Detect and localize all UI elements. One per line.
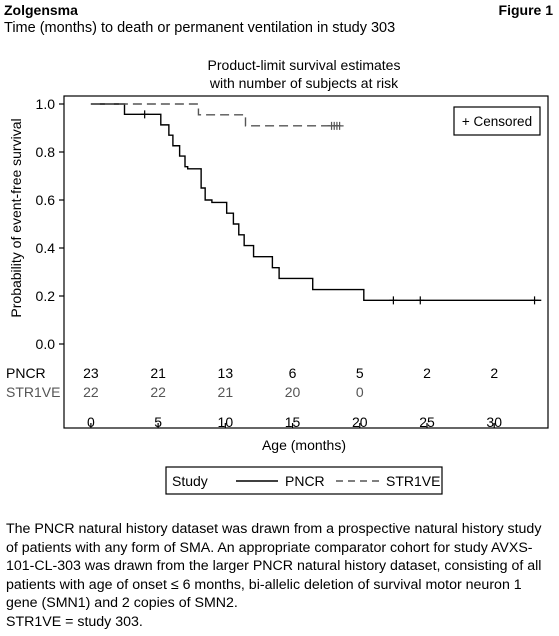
plot-frame — [63, 95, 549, 429]
at-risk-count: 20 — [285, 384, 301, 400]
censored-legend-box — [453, 106, 541, 136]
y-tick-label: 0.0 — [36, 336, 56, 352]
survival-chart: Product-limit survival estimates with nu… — [6, 57, 549, 495]
x-tick-label: 15 — [285, 414, 301, 430]
study-legend: Study PNCR STR1VE — [165, 466, 443, 495]
x-tick-label: 30 — [486, 414, 502, 430]
at-risk-count: 6 — [289, 365, 297, 381]
censor-mark-pncr — [416, 296, 425, 305]
censor-mark-pncr — [140, 110, 149, 119]
at-risk-count: 22 — [150, 384, 166, 400]
caption-note: STR1VE = study 303. — [6, 613, 143, 630]
at-risk-count: 21 — [218, 384, 234, 400]
y-tick-label: 0.8 — [36, 144, 56, 160]
at-risk-count: 5 — [356, 365, 364, 381]
brand-name: Zolgensma — [4, 2, 78, 18]
x-axis-label: Age (months) — [262, 437, 346, 453]
y-axis-label: Probability of event-free survival — [8, 118, 24, 317]
at-risk-count: 22 — [83, 384, 99, 400]
x-tick-label: 20 — [352, 414, 368, 430]
series-line-str1ve — [90, 103, 340, 127]
x-tick-label: 10 — [218, 414, 234, 430]
figure-subtitle: Time (months) to death or permanent vent… — [4, 20, 396, 36]
at-risk-count: 23 — [83, 365, 99, 381]
study-legend-box — [165, 466, 443, 495]
at-risk-count: 2 — [490, 365, 498, 381]
y-tick-label: 0.6 — [36, 192, 56, 208]
y-tick-label: 0.2 — [36, 288, 56, 304]
at-risk-count: 21 — [150, 365, 166, 381]
censored-legend-label: + Censored — [462, 114, 532, 129]
censor-mark-pncr — [530, 296, 539, 305]
series-layer — [90, 103, 542, 305]
series-line-pncr — [90, 103, 542, 302]
x-tick-label: 25 — [419, 414, 435, 430]
figure-label: Figure 1 — [498, 2, 553, 18]
at-risk-count: 13 — [218, 365, 234, 381]
censor-mark-str1ve — [335, 121, 344, 130]
at-risk-count: 0 — [356, 384, 364, 400]
at-risk-count: 2 — [423, 365, 431, 381]
censor-mark-pncr — [389, 296, 398, 305]
legend-str1ve-label: STR1VE — [386, 473, 440, 489]
y-axis: 0.0 0.2 0.4 0.6 0.8 1.0 — [36, 96, 64, 352]
at-risk-row-label: STR1VE — [6, 384, 60, 400]
censored-legend: + Censored — [453, 106, 541, 136]
at-risk-row-label: PNCR — [6, 365, 46, 381]
caption: The PNCR natural history dataset was dra… — [6, 520, 554, 631]
y-tick-label: 0.4 — [36, 240, 56, 256]
study-legend-title: Study — [172, 473, 208, 489]
x-tick-label: 0 — [87, 414, 95, 430]
chart-title-line1: Product-limit survival estimates — [208, 57, 401, 73]
x-tick-label: 5 — [154, 414, 162, 430]
caption-paragraph: The PNCR natural history dataset was dra… — [6, 521, 542, 611]
chart-title-line2: with number of subjects at risk — [209, 75, 399, 91]
legend-pncr-label: PNCR — [285, 473, 325, 489]
x-axis: 0 5 10 15 20 25 30 — [87, 414, 502, 430]
y-tick-label: 1.0 — [36, 96, 56, 112]
